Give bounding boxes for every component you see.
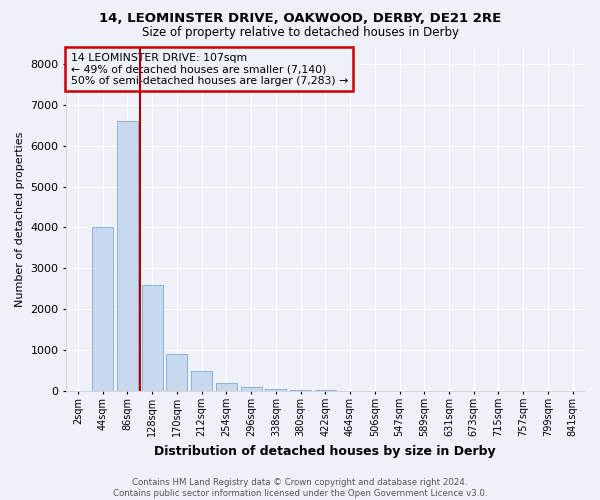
Text: 14, LEOMINSTER DRIVE, OAKWOOD, DERBY, DE21 2RE: 14, LEOMINSTER DRIVE, OAKWOOD, DERBY, DE…	[99, 12, 501, 26]
Y-axis label: Number of detached properties: Number of detached properties	[15, 132, 25, 307]
Bar	[142, 285, 163, 391]
Bar	[92, 228, 113, 391]
Bar	[117, 121, 138, 391]
Text: Contains HM Land Registry data © Crown copyright and database right 2024.
Contai: Contains HM Land Registry data © Crown c…	[113, 478, 487, 498]
Bar	[166, 354, 187, 391]
Bar	[241, 386, 262, 391]
X-axis label: Distribution of detached houses by size in Derby: Distribution of detached houses by size …	[155, 444, 496, 458]
Text: 14 LEOMINSTER DRIVE: 107sqm
← 49% of detached houses are smaller (7,140)
50% of : 14 LEOMINSTER DRIVE: 107sqm ← 49% of det…	[71, 52, 348, 86]
Bar	[315, 390, 336, 391]
Bar	[290, 390, 311, 391]
Text: Size of property relative to detached houses in Derby: Size of property relative to detached ho…	[142, 26, 458, 39]
Bar	[216, 383, 237, 391]
Bar	[265, 388, 286, 391]
Bar	[191, 372, 212, 391]
